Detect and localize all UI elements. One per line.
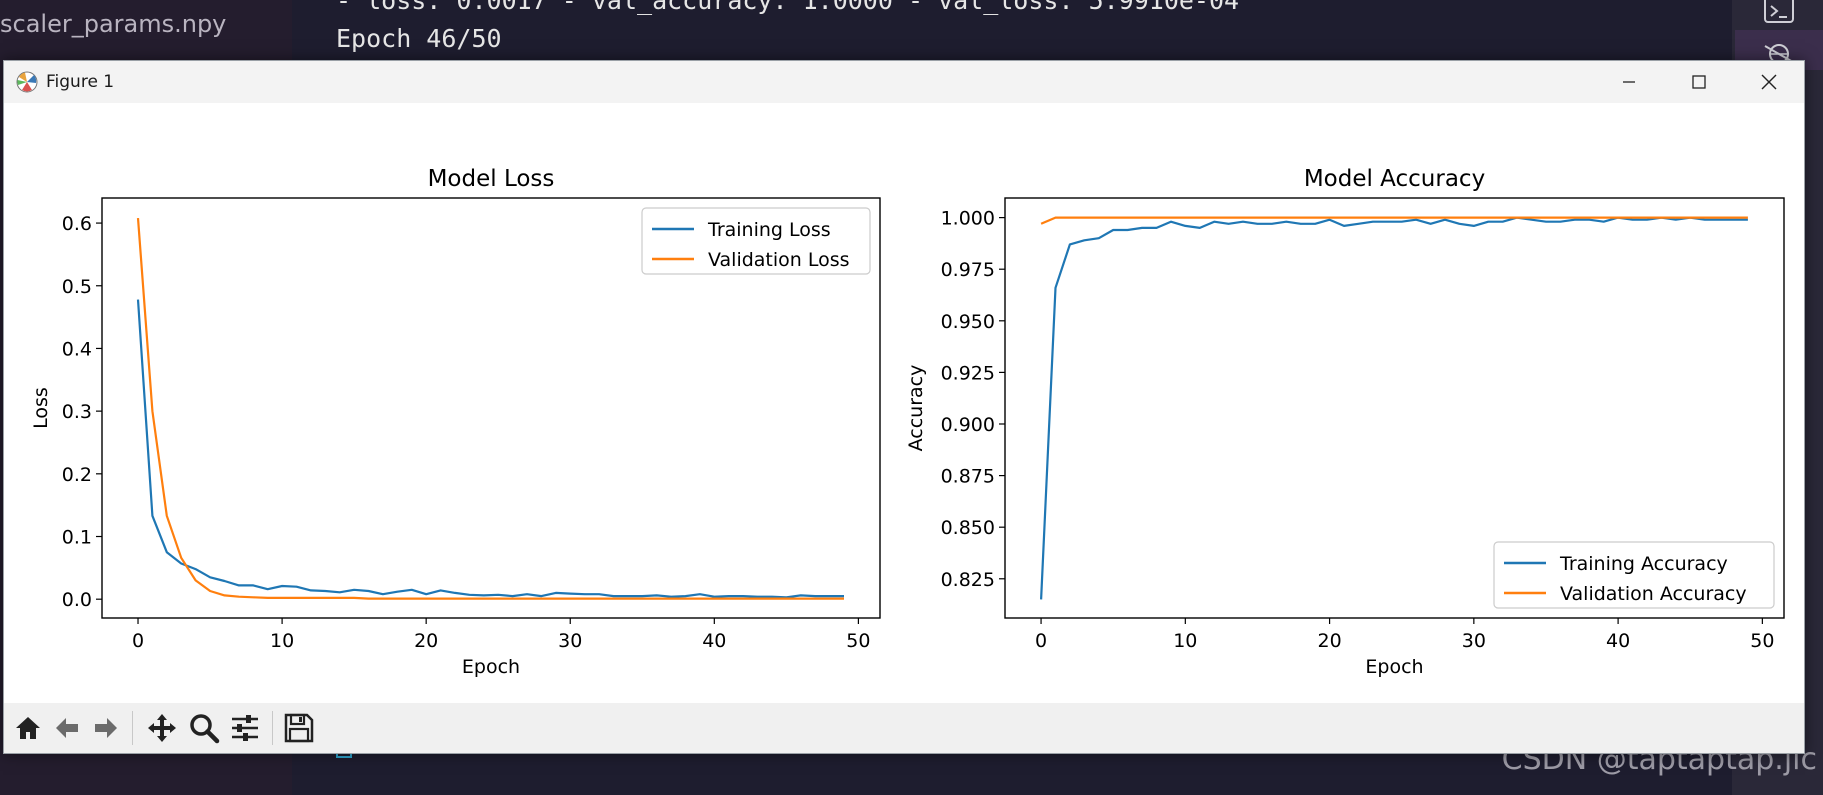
series-line-validation-accuracy xyxy=(1040,216,1748,225)
y-axis-label: Accuracy xyxy=(905,365,927,452)
terminal-activity-icon[interactable] xyxy=(1735,0,1823,40)
x-axis-label: Epoch xyxy=(462,656,520,678)
series-line-training-accuracy xyxy=(1040,216,1748,600)
y-tick-label: 0.825 xyxy=(941,569,995,591)
legend-label: Validation Loss xyxy=(708,249,850,271)
back-arrow-icon xyxy=(56,718,78,738)
x-tick-label: 0 xyxy=(1035,630,1047,652)
zoom-icon xyxy=(190,714,220,744)
y-tick-label: 0.1 xyxy=(62,527,92,549)
y-tick-label: 0.6 xyxy=(62,213,92,235)
x-tick-label: 20 xyxy=(414,630,438,652)
y-tick-label: 0.925 xyxy=(941,362,995,384)
legend-label: Training Loss xyxy=(707,219,831,241)
close-button[interactable] xyxy=(1734,61,1804,103)
minimize-icon xyxy=(1623,81,1635,83)
x-tick-label: 10 xyxy=(1173,630,1197,652)
pan-button[interactable] xyxy=(143,709,181,747)
y-tick-label: 0.3 xyxy=(62,401,92,423)
x-tick-label: 10 xyxy=(270,630,294,652)
legend-label: Validation Accuracy xyxy=(1560,583,1747,605)
save-icon xyxy=(284,713,314,743)
terminal-line: Epoch 46/50 xyxy=(336,24,502,53)
zoom-button[interactable] xyxy=(185,709,223,747)
navigation-toolbar xyxy=(4,703,1804,753)
y-tick-label: 0.5 xyxy=(62,276,92,298)
x-tick-label: 50 xyxy=(1750,630,1774,652)
y-tick-label: 0.2 xyxy=(62,464,92,486)
figure-window: Figure 1 0 10 20 30 40 50 0.0 0.1 0.2 0.3 0.4 0.5 0.… xyxy=(3,60,1805,754)
terminal-line: - loss: 0.0017 - val_accuracy: 1.0000 - … xyxy=(336,0,1240,15)
y-tick-label: 0.850 xyxy=(941,517,995,539)
maximize-button[interactable] xyxy=(1664,61,1734,103)
minimize-button[interactable] xyxy=(1594,61,1664,103)
chart-title: Model Accuracy xyxy=(1304,166,1485,192)
x-tick-label: 20 xyxy=(1317,630,1341,652)
axes-frame xyxy=(101,197,881,619)
back-button[interactable] xyxy=(48,709,86,747)
x-tick-label: 40 xyxy=(1606,630,1630,652)
forward-arrow-icon xyxy=(95,718,117,738)
x-tick-label: 30 xyxy=(1462,630,1486,652)
toolbar-separator xyxy=(272,711,273,745)
legend-label: Training Accuracy xyxy=(1559,553,1728,575)
save-button[interactable] xyxy=(280,709,318,747)
x-tick-label: 50 xyxy=(846,630,870,652)
legend-box xyxy=(1493,541,1775,609)
plot-canvas[interactable]: 0 10 20 30 40 50 0.0 0.1 0.2 0.3 0.4 0.5 0.6 Model Lo… xyxy=(4,103,1804,703)
series-line-training-loss xyxy=(136,299,844,599)
legend-box xyxy=(641,207,871,275)
y-tick-label: 0.975 xyxy=(941,259,995,281)
chart-title: Model Loss xyxy=(428,166,555,192)
toolbar-separator xyxy=(132,711,133,745)
y-tick-label: 0.950 xyxy=(941,311,995,333)
y-tick-label: 0.875 xyxy=(941,466,995,488)
matplotlib-icon xyxy=(16,71,38,93)
figure-canvas[interactable]: 0 10 20 30 40 50 0.0 0.1 0.2 0.3 0.4 0.5 0.6 Model Lo… xyxy=(4,103,1804,703)
y-tick-label: 1.000 xyxy=(941,208,995,230)
home-icon xyxy=(16,717,40,739)
configure-subplots-button[interactable] xyxy=(226,709,264,747)
close-icon xyxy=(1761,74,1777,90)
x-tick-label: 0 xyxy=(132,630,144,652)
home-button[interactable] xyxy=(9,709,47,747)
axes-frame xyxy=(1004,197,1785,619)
y-tick-label: 0.4 xyxy=(62,338,92,360)
title-bar[interactable]: Figure 1 xyxy=(4,61,1804,103)
series-line-validation-loss xyxy=(136,218,844,600)
file-item-scaler-params[interactable]: scaler_params.npy xyxy=(0,10,227,38)
pan-icon xyxy=(148,714,176,742)
y-tick-label: 0.900 xyxy=(941,414,995,436)
window-title: Figure 1 xyxy=(46,72,115,92)
x-axis-label: Epoch xyxy=(1365,656,1423,678)
y-tick-label: 0.0 xyxy=(62,589,92,611)
x-tick-label: 30 xyxy=(558,630,582,652)
configure-subplots-icon xyxy=(232,715,258,741)
forward-button[interactable] xyxy=(87,709,125,747)
maximize-icon xyxy=(1692,75,1706,89)
y-axis-label: Loss xyxy=(30,387,52,429)
x-tick-label: 40 xyxy=(702,630,726,652)
